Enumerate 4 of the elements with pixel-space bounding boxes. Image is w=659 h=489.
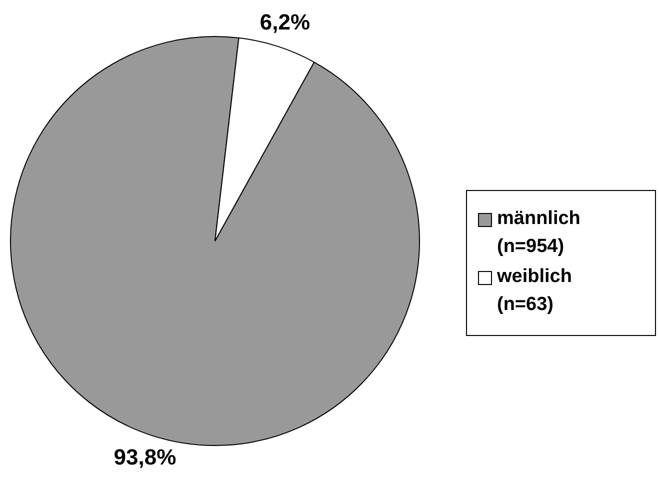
data-label: 93,8% [114,444,176,470]
data-label: 6,2% [260,10,310,35]
legend-label: weiblich (n=63) [497,265,573,317]
legend-label: männlich (n=954) [497,207,582,259]
